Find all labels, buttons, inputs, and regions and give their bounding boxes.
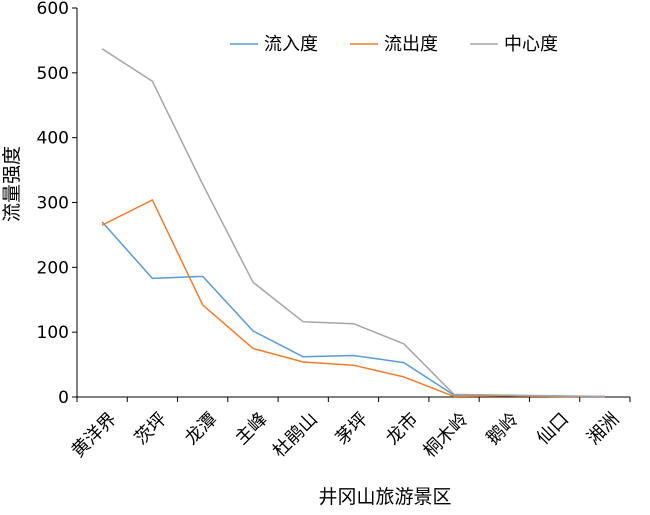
- legend-label: 中心度: [504, 34, 558, 55]
- x-tick-label: 黄洋界: [68, 409, 121, 462]
- x-tick-label: 杜鹃山: [269, 409, 322, 462]
- x-tick-label: 龙市: [382, 409, 422, 449]
- x-tick-label: 龙潭: [181, 409, 221, 449]
- y-tick-label: 400: [37, 129, 69, 149]
- y-tick-label: 200: [37, 258, 69, 278]
- x-tick-label: 茨坪: [131, 409, 171, 449]
- y-tick-label: 600: [37, 0, 69, 19]
- x-tick-label: 湘洲: [583, 409, 623, 449]
- y-tick-label: 500: [37, 64, 69, 84]
- x-tick-label: 仙口: [533, 409, 573, 449]
- x-tick-label: 茅坪: [332, 409, 372, 449]
- y-axis-title: 流量强度: [1, 146, 23, 222]
- x-tick-label: 桐木岭: [420, 409, 473, 462]
- legend-label: 流入度: [264, 34, 318, 55]
- series-line: [101, 199, 605, 398]
- y-tick-label: 100: [37, 323, 69, 343]
- y-tick-group: 0 100 200 300 400 500 600: [37, 0, 77, 408]
- series-line: [101, 221, 605, 398]
- axes: [76, 8, 630, 398]
- y-tick-label: 0: [58, 388, 69, 408]
- x-tick-label: 主峰: [231, 409, 271, 449]
- x-tick-label: 鹅岭: [483, 409, 523, 449]
- y-tick-label: 300: [37, 194, 69, 214]
- series-group: [101, 48, 605, 398]
- series-line: [101, 48, 605, 398]
- legend-label: 流出度: [384, 34, 438, 55]
- legend: 流入度 流出度 中心度: [230, 34, 558, 55]
- x-axis-title: 井冈山旅游景区: [318, 486, 451, 508]
